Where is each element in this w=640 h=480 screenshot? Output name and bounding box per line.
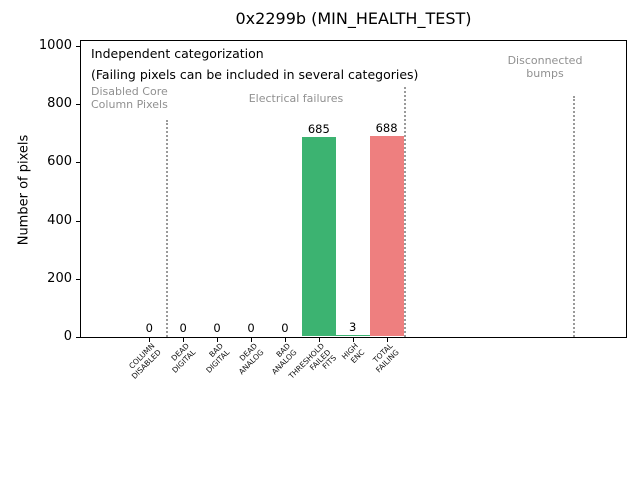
plot-area xyxy=(80,40,627,338)
bar xyxy=(335,335,370,336)
x-axis-tick xyxy=(217,338,219,342)
x-axis-tick xyxy=(352,338,354,342)
region-label-disabled-core-column-pixels: Disabled Core Column Pixels xyxy=(91,85,168,111)
annotation-independent-categorization: Independent categorization xyxy=(91,46,264,61)
x-axis-tick-label: HIGH ENC xyxy=(340,341,367,365)
y-axis-tick xyxy=(76,278,80,280)
y-axis-tick xyxy=(76,45,80,47)
bar-value-label: 685 xyxy=(307,122,330,136)
bar xyxy=(369,136,404,336)
bar-value-label: 0 xyxy=(281,321,289,335)
chart-title: 0x2299b (MIN_HEALTH_TEST) xyxy=(235,9,472,28)
x-axis-tick-label: COLUMN DISABLED xyxy=(127,341,163,381)
y-axis-tick-label: 1000 xyxy=(38,37,72,53)
y-axis-tick xyxy=(76,162,80,164)
x-axis-tick xyxy=(251,338,252,342)
x-axis-tick xyxy=(149,338,151,342)
bar-value-label: 0 xyxy=(179,321,187,335)
region-label-disconnected-bumps: Disconnected bumps xyxy=(507,54,583,80)
bar-value-label: 3 xyxy=(349,320,357,334)
separator-dotted-line xyxy=(573,96,576,337)
region-label-electrical-failures: Electrical failures xyxy=(248,92,344,105)
y-axis-tick-label: 400 xyxy=(47,212,72,228)
bar-value-label: 0 xyxy=(145,321,153,335)
y-axis-tick xyxy=(76,337,80,338)
separator-dotted-line xyxy=(403,87,406,337)
x-axis-tick-label: DEAD ANALOG xyxy=(236,341,265,376)
x-axis-tick xyxy=(183,338,185,342)
bar-value-label: 0 xyxy=(213,321,221,335)
annotation-failing-pixels-note: (Failing pixels can be included in sever… xyxy=(91,67,419,82)
x-axis-tick xyxy=(284,338,286,342)
x-axis-tick xyxy=(318,338,320,342)
separator-dotted-line xyxy=(166,120,169,337)
x-axis-tick-label: DEAD DIGITAL xyxy=(169,341,197,375)
y-axis-label: Number of pixels xyxy=(16,134,32,246)
y-axis-tick xyxy=(76,104,80,106)
y-axis-tick xyxy=(76,220,80,222)
y-axis-tick-label: 800 xyxy=(47,96,72,112)
x-axis-tick-label: TOTAL FAILING xyxy=(371,341,401,375)
y-axis-tick-label: 200 xyxy=(47,270,72,286)
bar-value-label: 688 xyxy=(375,121,398,135)
y-axis-tick-label: 0 xyxy=(63,329,72,344)
x-axis-tick-label: BAD DIGITAL xyxy=(203,341,231,375)
bar xyxy=(301,137,336,336)
bar-value-label: 0 xyxy=(247,321,255,335)
y-axis-tick-label: 600 xyxy=(47,154,72,170)
x-axis-tick xyxy=(386,338,388,342)
